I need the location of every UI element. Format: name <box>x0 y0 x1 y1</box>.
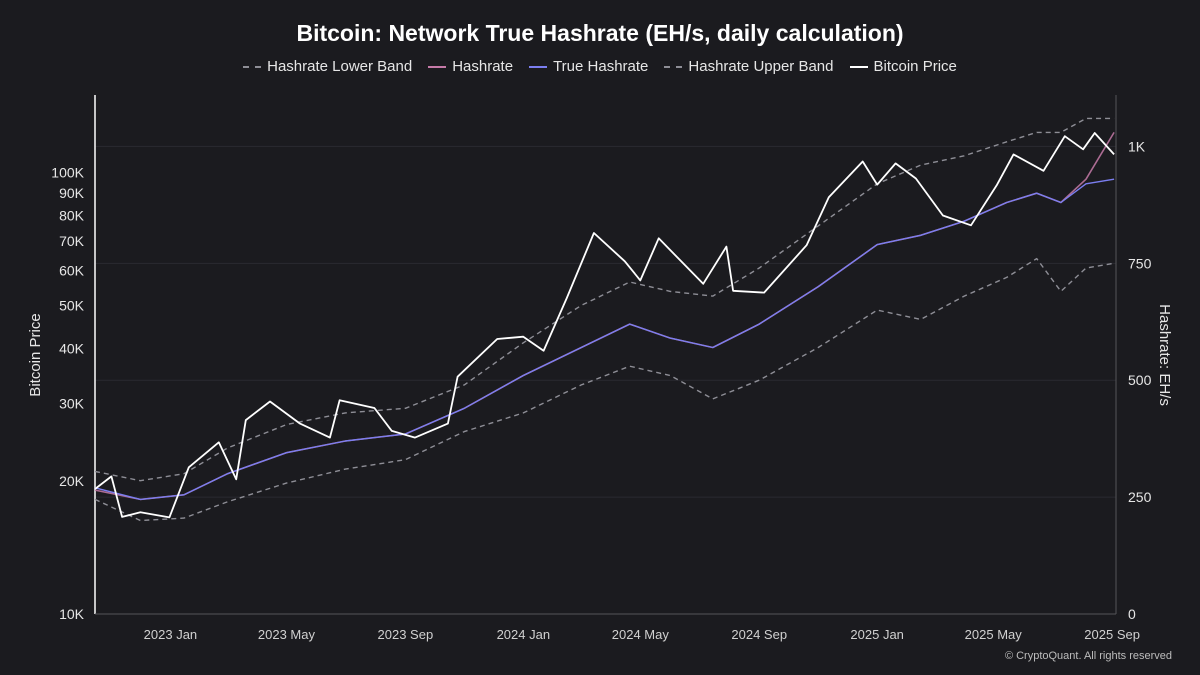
left-tick-label-8: 90K <box>59 185 85 201</box>
legend-item-lower-band[interactable]: Hashrate Lower Band <box>243 58 412 75</box>
legend-label-hashrate: Hashrate <box>452 58 514 75</box>
left-tick-label-4: 50K <box>59 298 85 314</box>
legend-label-upper-band: Hashrate Upper Band <box>688 58 834 75</box>
legend-label-bitcoin-price: Bitcoin Price <box>873 58 957 75</box>
left-tick-label-9: 100K <box>51 165 84 181</box>
x-axis-ticks: 2023 Jan 2023 May 2023 Sep 2024 Jan 2024 May… <box>144 627 1140 642</box>
series-line-hashrate <box>94 131 1115 501</box>
legend-label-lower-band: Hashrate Lower Band <box>267 58 413 75</box>
x-tick-label-2: 2023 Sep <box>378 627 434 642</box>
left-tick-label-5: 60K <box>59 263 85 279</box>
x-tick-label-0: 2023 Jan <box>144 627 198 642</box>
x-tick-label-8: 2025 Sep <box>1084 627 1140 642</box>
right-tick-label-3: 750 <box>1128 255 1152 271</box>
x-tick-label-6: 2025 Jan <box>850 627 904 642</box>
left-tick-label-7: 80K <box>59 207 85 223</box>
left-tick-label-2: 30K <box>59 395 85 411</box>
legend-label-true-hashrate: True Hashrate <box>553 58 649 75</box>
series-line-bitcoin-price <box>94 132 1115 519</box>
legend-swatch-hashrate <box>428 65 447 68</box>
grid-lines <box>95 145 1116 498</box>
left-tick-label-6: 70K <box>59 233 85 249</box>
right-tick-label-1: 250 <box>1128 489 1152 505</box>
left-tick-label-3: 40K <box>59 340 85 356</box>
right-tick-label-2: 500 <box>1128 372 1152 388</box>
x-tick-label-7: 2025 May <box>965 627 1023 642</box>
series-line-true-hashrate <box>94 178 1115 501</box>
x-tick-label-5: 2024 Sep <box>731 627 787 642</box>
series-line-hashrate-lower-band <box>94 257 1115 522</box>
watermark: © CryptoQuant. All rights reserved <box>1004 650 1172 662</box>
x-tick-label-1: 2023 May <box>258 627 316 642</box>
left-tick-label-1: 20K <box>59 473 85 489</box>
series-line-hashrate-upper-band <box>94 117 1115 482</box>
left-axis-ticks: 10K 20K 30K 40K 50K 60K 70K 80K 90K 100K <box>51 165 84 622</box>
right-axis-title: Hashrate: EH/s <box>1156 304 1173 406</box>
right-axis-ticks: 0 250 500 750 1K <box>1128 138 1152 622</box>
legend-item-upper-band[interactable]: Hashrate Upper Band <box>664 58 834 75</box>
right-tick-label-4: 1K <box>1128 138 1146 154</box>
legend-swatch-upper-band <box>664 65 683 68</box>
x-tick-label-3: 2024 Jan <box>497 627 551 642</box>
series-layer <box>94 117 1115 522</box>
legend-swatch-lower-band <box>243 65 262 68</box>
legend-swatch-true-hashrate <box>529 65 548 68</box>
x-tick-label-4: 2024 May <box>612 627 670 642</box>
chart-title: Bitcoin: Network True Hashrate (EH/s, da… <box>296 20 904 46</box>
legend-item-true-hashrate[interactable]: True Hashrate <box>529 58 648 75</box>
left-tick-label-0: 10K <box>59 606 85 622</box>
right-tick-label-0: 0 <box>1128 606 1136 622</box>
legend-swatch-bitcoin-price <box>849 65 868 68</box>
legend-item-hashrate[interactable]: Hashrate <box>428 58 513 75</box>
left-axis-title: Bitcoin Price <box>27 313 44 396</box>
legend: Hashrate Lower Band Hashrate True Hashra… <box>0 58 1200 75</box>
legend-item-bitcoin-price[interactable]: Bitcoin Price <box>849 58 957 75</box>
